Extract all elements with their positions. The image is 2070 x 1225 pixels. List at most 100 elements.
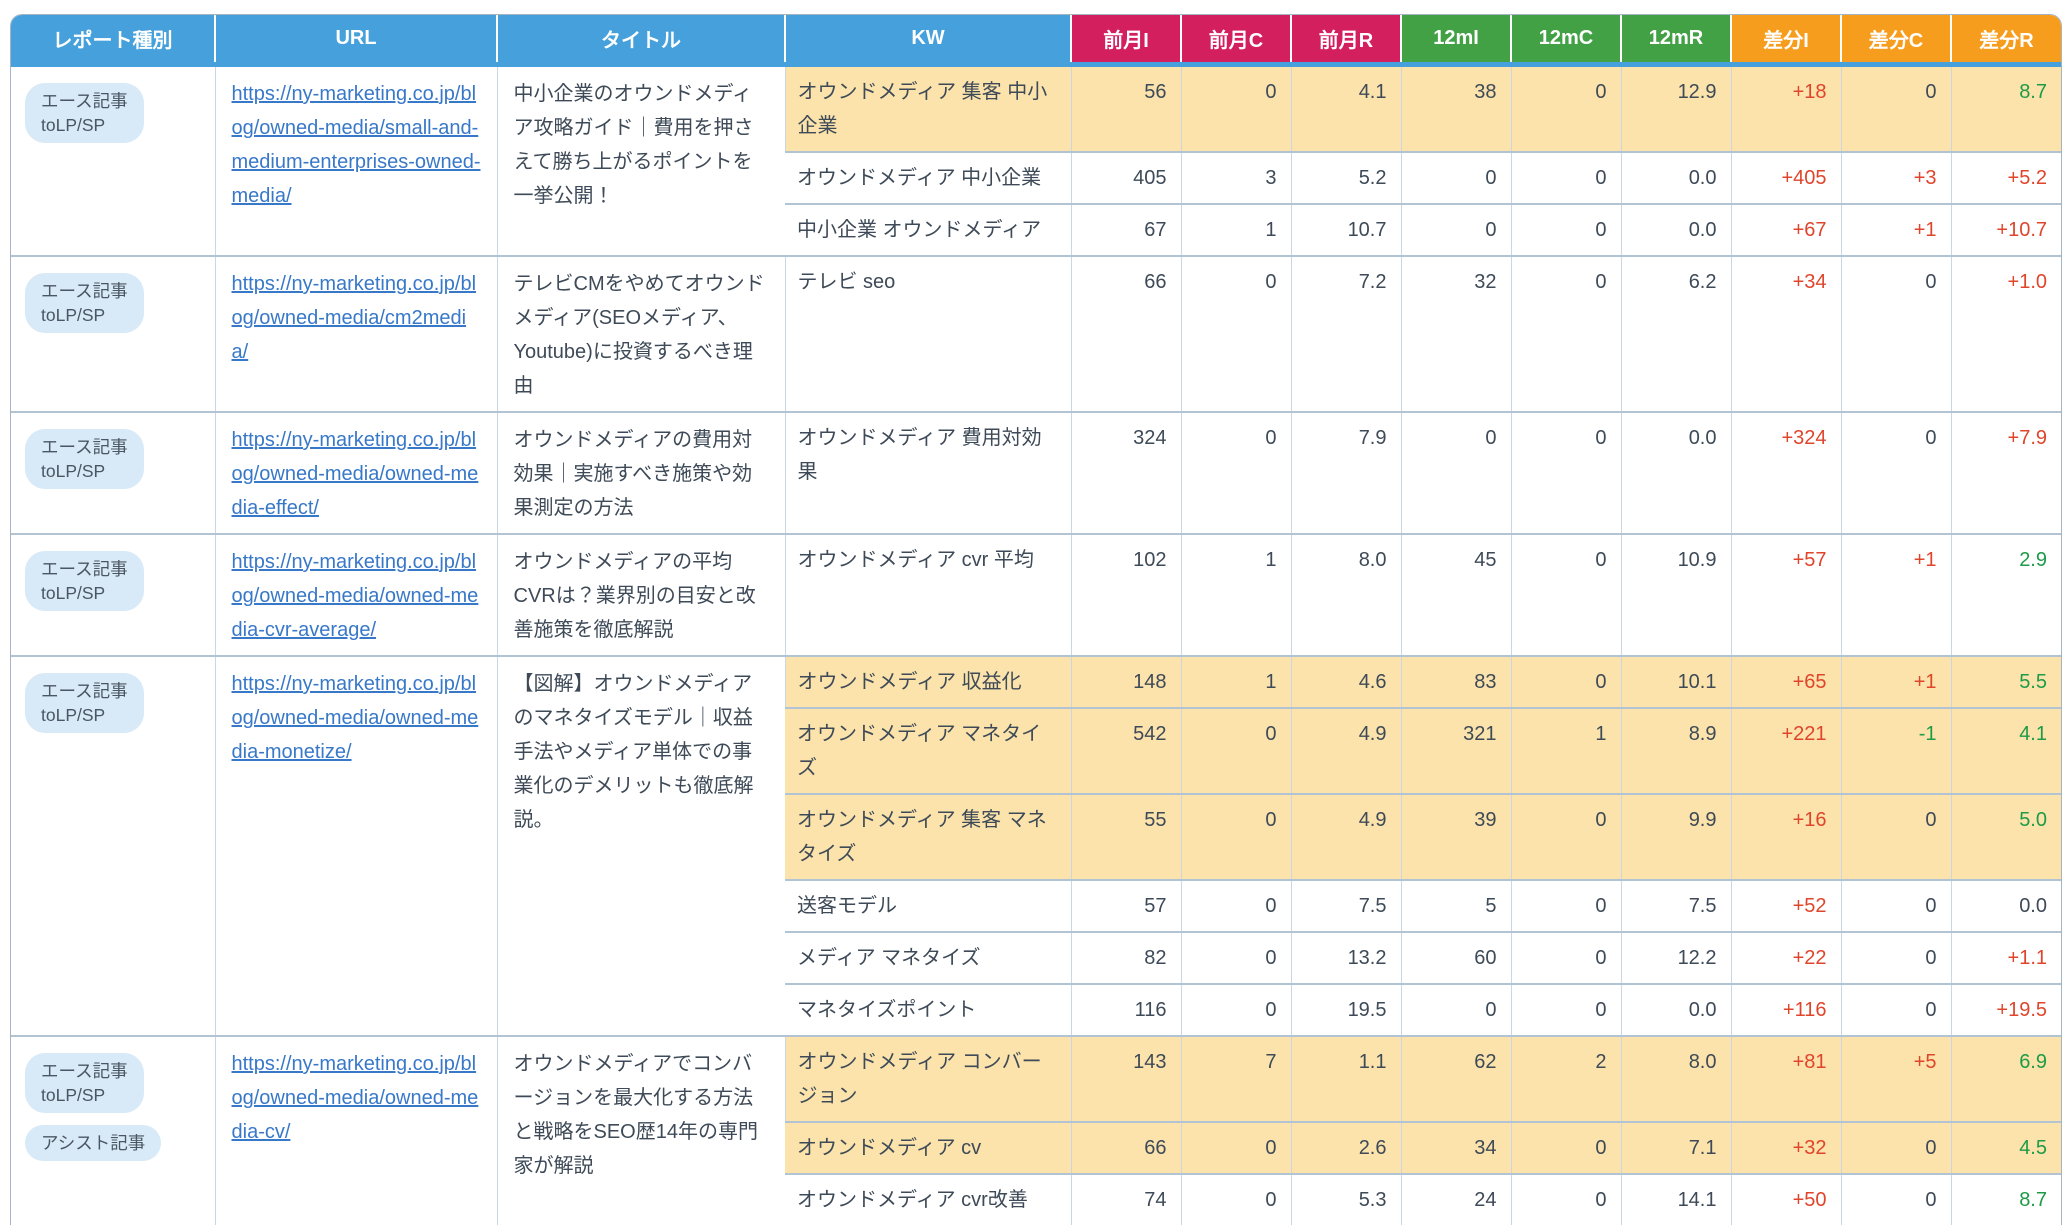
metric-cell: 62 bbox=[1400, 1035, 1511, 1122]
report-type-badge: エース記事 toLP/SP bbox=[25, 673, 144, 733]
metric-cell: 0 bbox=[1400, 983, 1511, 1036]
keyword-cell: オウンドメディア マネタイズ bbox=[785, 707, 1071, 794]
diff-cell: +324 bbox=[1730, 411, 1841, 534]
article-url-link[interactable]: https://ny-marketing.co.jp/blog/owned-me… bbox=[231, 83, 481, 207]
diff-cell: 0 bbox=[1840, 793, 1951, 880]
metric-cell: 324 bbox=[1070, 411, 1181, 534]
article-url-link[interactable]: https://ny-marketing.co.jp/blog/owned-me… bbox=[231, 1053, 479, 1143]
metric-cell: 0 bbox=[1510, 983, 1621, 1036]
metric-cell: 82 bbox=[1070, 931, 1181, 984]
diff-cell: 4.1 bbox=[1950, 707, 2061, 794]
metric-cell: 5 bbox=[1400, 879, 1511, 932]
metric-cell: 56 bbox=[1070, 63, 1181, 152]
metric-cell: 148 bbox=[1070, 655, 1181, 708]
diff-cell: +16 bbox=[1730, 793, 1841, 880]
diff-cell: 0 bbox=[1840, 63, 1951, 152]
metric-cell: 116 bbox=[1070, 983, 1181, 1036]
diff-cell: +10.7 bbox=[1950, 203, 2061, 256]
metric-cell: 0 bbox=[1510, 655, 1621, 708]
diff-cell: +52 bbox=[1730, 879, 1841, 932]
metric-cell: 10.9 bbox=[1620, 533, 1731, 656]
metric-cell: 83 bbox=[1400, 655, 1511, 708]
diff-cell: -1 bbox=[1840, 707, 1951, 794]
report-type-cell: エース記事 toLP/SP bbox=[11, 411, 215, 534]
article-url-link[interactable]: https://ny-marketing.co.jp/blog/owned-me… bbox=[231, 429, 479, 519]
seo-report-table: レポート種別 URL タイトル KW 前月I 前月C 前月R 12mI 12mC 12mR 差分I 差… bbox=[11, 15, 2061, 1225]
metric-cell: 13.2 bbox=[1290, 931, 1401, 984]
metric-cell: 4.9 bbox=[1290, 707, 1401, 794]
metric-cell: 8.9 bbox=[1620, 707, 1731, 794]
metric-cell: 1 bbox=[1510, 707, 1621, 794]
article-title-cell: オウンドメディアでコンバージョンを最大化する方法と戦略をSEO歴14年の専門家が… bbox=[496, 1035, 785, 1225]
metric-cell: 0 bbox=[1400, 411, 1511, 534]
metric-cell: 0 bbox=[1510, 931, 1621, 984]
diff-cell: +116 bbox=[1730, 983, 1841, 1036]
diff-cell: +221 bbox=[1730, 707, 1841, 794]
diff-cell: 5.5 bbox=[1950, 655, 2061, 708]
table-row: 中小企業 オウンドメディア 67 1 10.7 0 0 0.0 +67 +1 +10.7 bbox=[11, 203, 2061, 256]
metric-cell: 321 bbox=[1400, 707, 1511, 794]
keyword-cell: オウンドメディア 集客 中小企業 bbox=[784, 63, 1071, 152]
metric-cell: 45 bbox=[1400, 533, 1511, 656]
metric-cell: 7.2 bbox=[1290, 255, 1401, 412]
metric-cell: 0 bbox=[1180, 1121, 1291, 1174]
metric-cell: 7.5 bbox=[1620, 879, 1731, 932]
metric-cell: 0 bbox=[1180, 983, 1291, 1036]
metric-cell: 66 bbox=[1070, 1121, 1181, 1174]
column-header: 差分R bbox=[1951, 15, 2061, 67]
metric-cell: 38 bbox=[1400, 63, 1511, 152]
metric-cell: 66 bbox=[1070, 255, 1181, 412]
table-row: 送客モデル 57 0 7.5 5 0 7.5 +52 0 0.0 bbox=[11, 879, 2061, 932]
metric-cell: 14.1 bbox=[1620, 1173, 1731, 1225]
metric-cell: 1 bbox=[1180, 533, 1291, 656]
diff-cell: +32 bbox=[1730, 1121, 1841, 1174]
diff-cell: 0 bbox=[1840, 1173, 1951, 1225]
column-header: 前月R bbox=[1291, 15, 1402, 67]
metric-cell: 34 bbox=[1400, 1121, 1511, 1174]
metric-cell: 1.1 bbox=[1290, 1035, 1401, 1122]
diff-cell: 2.9 bbox=[1950, 533, 2061, 656]
keyword-cell: オウンドメディア 集客 マネタイズ bbox=[785, 793, 1071, 880]
metric-cell: 2 bbox=[1510, 1035, 1621, 1122]
article-url-cell: https://ny-marketing.co.jp/blog/owned-me… bbox=[214, 1035, 497, 1225]
keyword-cell: オウンドメディア cv bbox=[785, 1121, 1071, 1174]
report-type-badge: エース記事 toLP/SP bbox=[25, 429, 144, 489]
report-type-badge: アシスト記事 bbox=[25, 1125, 162, 1161]
article-url-link[interactable]: https://ny-marketing.co.jp/blog/owned-me… bbox=[231, 673, 479, 763]
table-row: メディア マネタイズ 82 0 13.2 60 0 12.2 +22 0 +1.1 bbox=[11, 931, 2061, 984]
diff-cell: +1.1 bbox=[1950, 931, 2061, 984]
metric-cell: 4.9 bbox=[1290, 793, 1401, 880]
article-url-link[interactable]: https://ny-marketing.co.jp/blog/owned-me… bbox=[231, 273, 477, 363]
metric-cell: 12.9 bbox=[1620, 63, 1731, 152]
metric-cell: 7 bbox=[1180, 1035, 1291, 1122]
diff-cell: 0 bbox=[1840, 879, 1951, 932]
metric-cell: 67 bbox=[1070, 203, 1181, 256]
article-url-cell: https://ny-marketing.co.jp/blog/owned-me… bbox=[214, 255, 497, 412]
column-header: 12mI bbox=[1401, 15, 1512, 67]
article-title-cell: オウンドメディアの平均CVRは？業界別の目安と改善施策を徹底解説 bbox=[496, 533, 785, 656]
article-url-link[interactable]: https://ny-marketing.co.jp/blog/owned-me… bbox=[231, 551, 479, 641]
keyword-cell: オウンドメディア cvr改善 bbox=[785, 1173, 1071, 1225]
metric-cell: 9.9 bbox=[1620, 793, 1731, 880]
metric-cell: 6.2 bbox=[1620, 255, 1731, 412]
diff-cell: +50 bbox=[1730, 1173, 1841, 1225]
diff-cell: +1 bbox=[1840, 203, 1951, 256]
column-header: 差分C bbox=[1841, 15, 1952, 67]
metric-cell: 0.0 bbox=[1620, 983, 1731, 1036]
diff-cell: +67 bbox=[1730, 203, 1841, 256]
metric-cell: 0 bbox=[1400, 151, 1511, 204]
metric-cell: 8.0 bbox=[1290, 533, 1401, 656]
article-title-cell: 中小企業のオウンドメディア攻略ガイド｜費用を押さえて勝ち上がるポイントを一挙公開… bbox=[496, 63, 785, 256]
metric-cell: 542 bbox=[1070, 707, 1181, 794]
metric-cell: 4.1 bbox=[1290, 63, 1401, 152]
metric-cell: 0 bbox=[1510, 255, 1621, 412]
metric-cell: 74 bbox=[1070, 1173, 1181, 1225]
metric-cell: 0 bbox=[1510, 151, 1621, 204]
diff-cell: 0 bbox=[1840, 255, 1951, 412]
column-header: 12mR bbox=[1621, 15, 1732, 67]
diff-cell: +22 bbox=[1730, 931, 1841, 984]
report-type-cell: エース記事 toLP/SP bbox=[11, 655, 215, 1036]
diff-cell: +34 bbox=[1730, 255, 1841, 412]
seo-report-table-container: レポート種別 URL タイトル KW 前月I 前月C 前月R 12mI 12mC 12mR 差分I 差… bbox=[10, 14, 2062, 1225]
article-url-cell: https://ny-marketing.co.jp/blog/owned-me… bbox=[214, 411, 497, 534]
